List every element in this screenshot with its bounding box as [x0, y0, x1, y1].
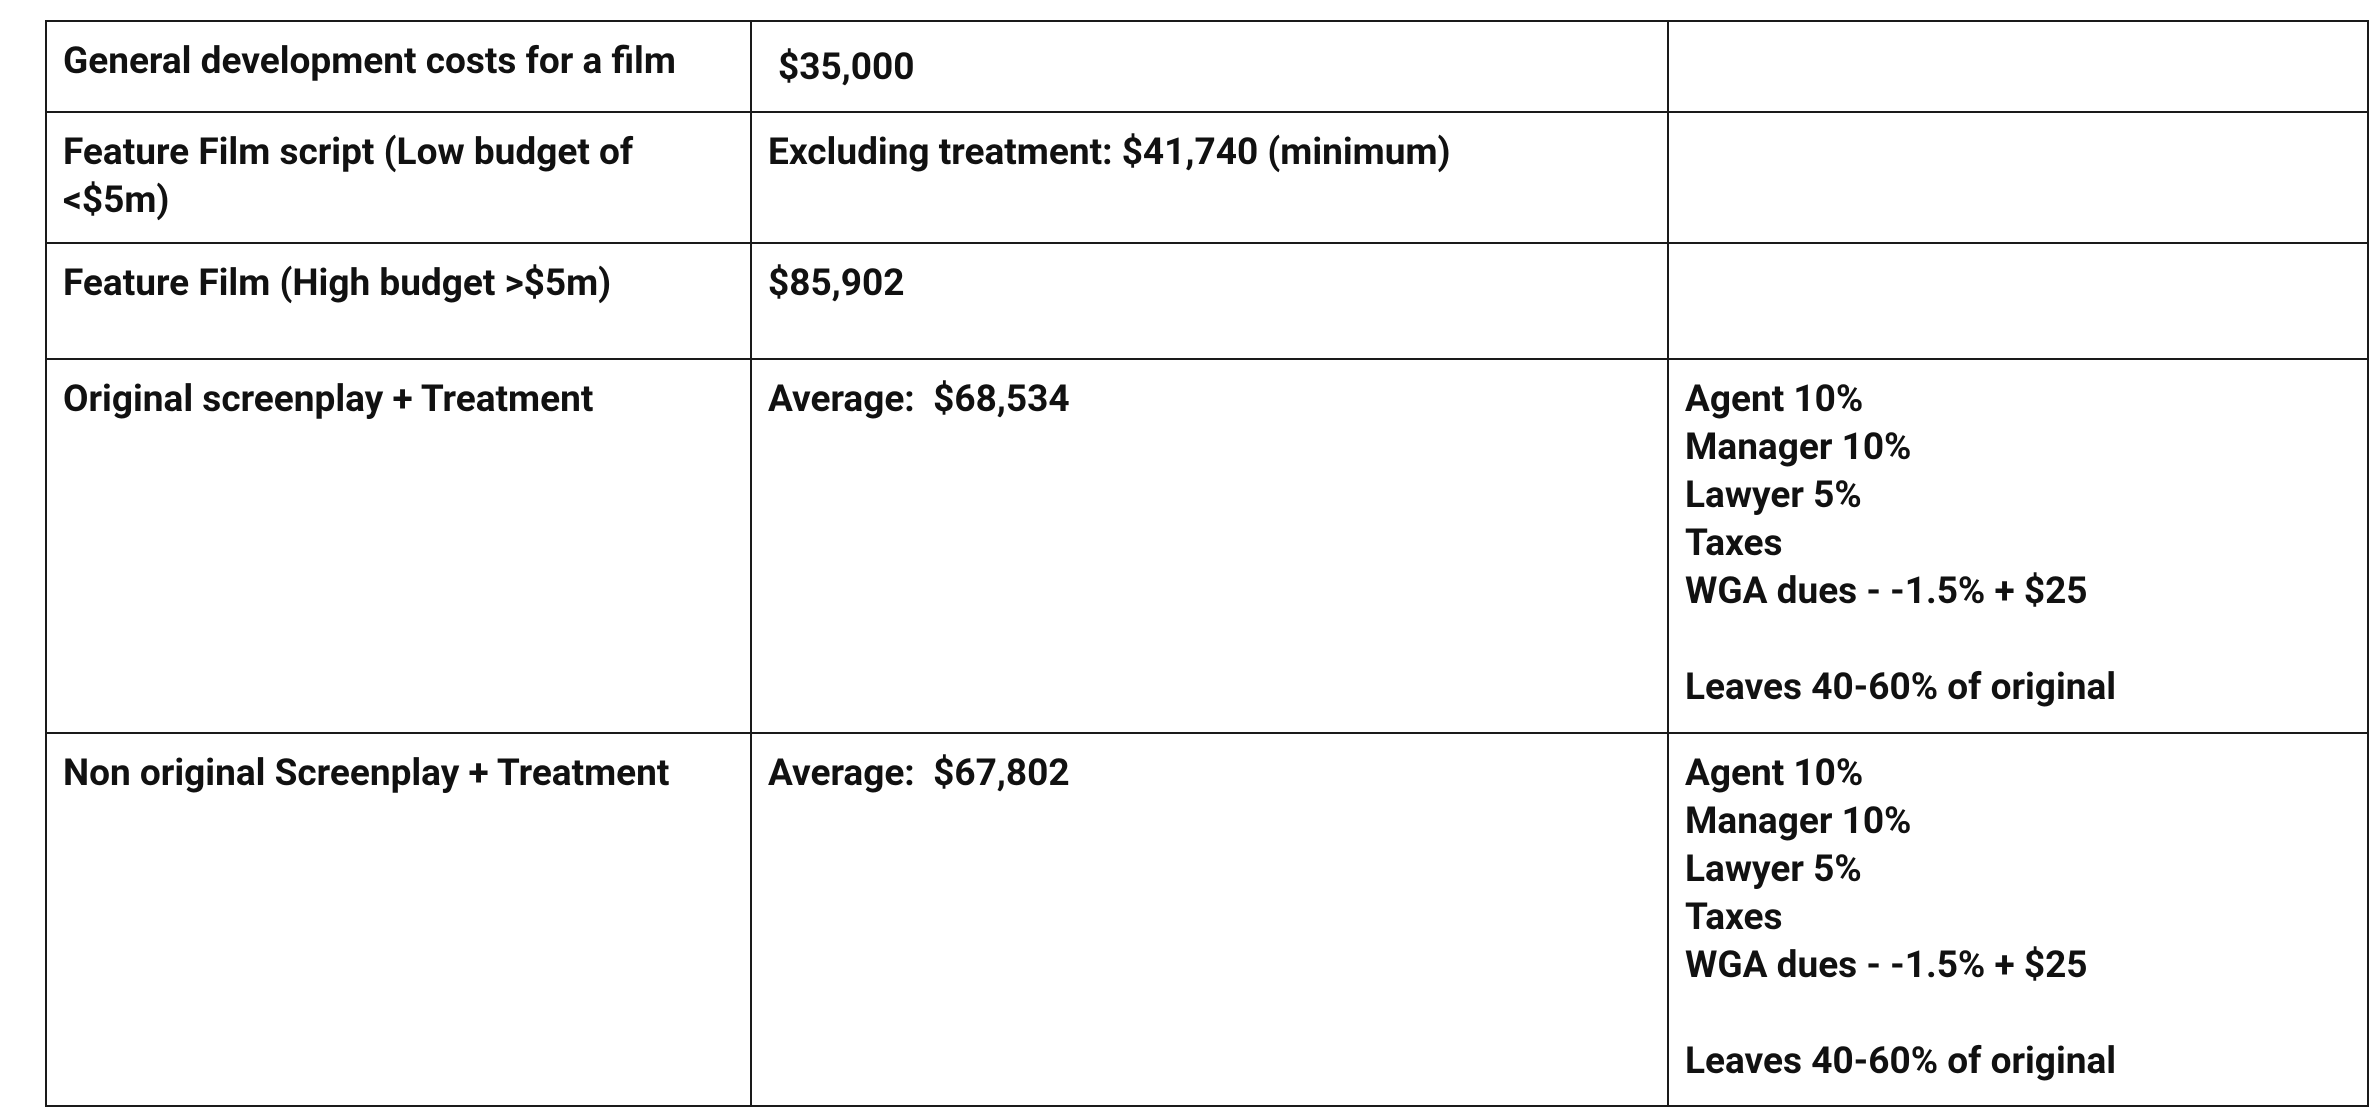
- table-cell: $85,902: [750, 242, 1669, 360]
- table-cell: Average: $68,534: [750, 358, 1669, 734]
- table-row: Feature Film script (Low budget of <$5m)…: [45, 111, 2369, 244]
- table-cell: Agent 10% Manager 10% Lawyer 5% Taxes WGA du…: [1667, 358, 2369, 734]
- deduction-item: Taxes: [1685, 896, 1783, 939]
- table-cell: Average: $67,802: [750, 732, 1669, 1107]
- row-value: Excluding treatment: $41,740 (minimum): [768, 131, 1451, 174]
- row-label: Feature Film script (Low budget of <$5m): [63, 131, 643, 222]
- row-value: $85,902: [768, 262, 905, 305]
- row-label: Original screenplay + Treatment: [63, 378, 594, 421]
- table-cell: Feature Film script (Low budget of <$5m): [45, 111, 752, 244]
- deduction-note: Leaves 40-60% of original: [1685, 1040, 2117, 1083]
- deduction-item: Agent 10%: [1685, 752, 1864, 795]
- table-cell: Non original Screenplay + Treatment: [45, 732, 752, 1107]
- deduction-item: Lawyer 5%: [1685, 848, 1862, 891]
- row-value: Average: $68,534: [768, 378, 1070, 421]
- table-cell: Excluding treatment: $41,740 (minimum): [750, 111, 1669, 244]
- row-label: General development costs for a film: [63, 40, 676, 83]
- table-cell: Agent 10% Manager 10% Lawyer 5% Taxes WGA du…: [1667, 732, 2369, 1107]
- table-cell: Feature Film (High budget >$5m): [45, 242, 752, 360]
- table-body: General development costs for a film $35,…: [45, 20, 2369, 1107]
- table-row: Non original Screenplay + Treatment Avera…: [45, 732, 2369, 1107]
- deduction-item: Lawyer 5%: [1685, 474, 1862, 517]
- cost-table: General development costs for a film $35,…: [45, 20, 2369, 1107]
- table-cell: [1667, 242, 2369, 360]
- deduction-item: WGA dues - -1.5% + $25: [1685, 570, 2088, 613]
- deduction-item: WGA dues - -1.5% + $25: [1685, 944, 2088, 987]
- table-row: General development costs for a film $35,…: [45, 20, 2369, 113]
- deduction-item: Agent 10%: [1685, 378, 1864, 421]
- table-cell: Original screenplay + Treatment: [45, 358, 752, 734]
- table-cell: $35,000: [750, 20, 1669, 113]
- deduction-item: Manager 10%: [1685, 800, 1912, 843]
- row-label: Feature Film (High budget >$5m): [63, 262, 612, 305]
- table-row: Original screenplay + Treatment Average: …: [45, 358, 2369, 734]
- row-label: Non original Screenplay + Treatment: [63, 752, 670, 795]
- deduction-item: Taxes: [1685, 522, 1783, 565]
- spacer: [1685, 990, 2351, 1038]
- table-cell: General development costs for a film: [45, 20, 752, 113]
- row-value: Average: $67,802: [768, 752, 1070, 795]
- spacer: [1685, 616, 2351, 664]
- table-cell: [1667, 20, 2369, 113]
- sheet: General development costs for a film $35,…: [45, 20, 2369, 1107]
- row-value: $35,000: [778, 46, 915, 89]
- deduction-item: Manager 10%: [1685, 426, 1912, 469]
- table-cell: [1667, 111, 2369, 244]
- deduction-note: Leaves 40-60% of original: [1685, 666, 2117, 709]
- table-row: Feature Film (High budget >$5m) $85,902: [45, 242, 2369, 360]
